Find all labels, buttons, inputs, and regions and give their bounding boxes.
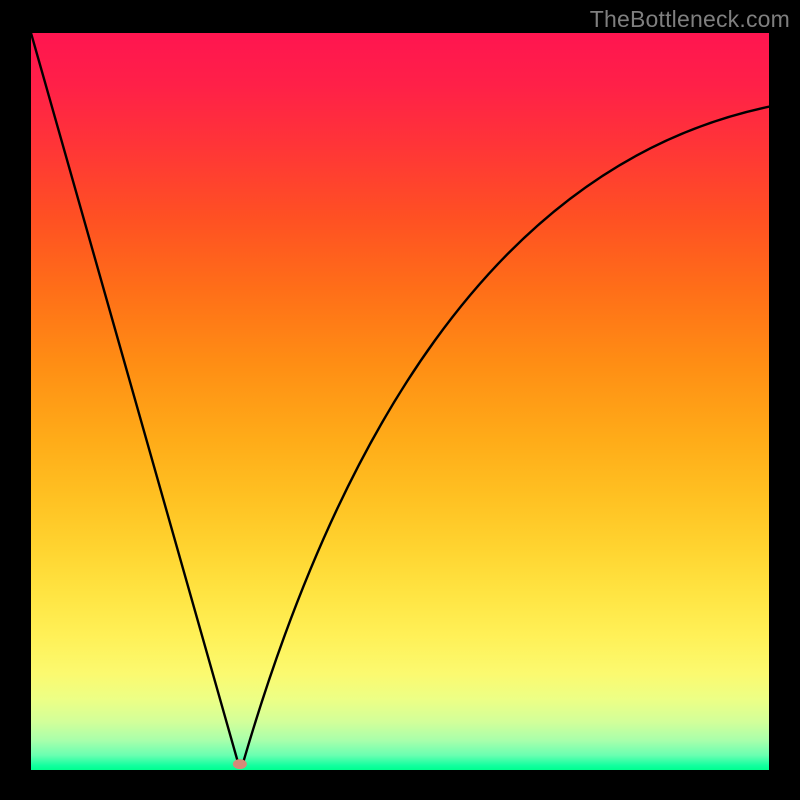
curve-right-branch (244, 107, 769, 761)
plot-area (31, 33, 769, 770)
chart-container: TheBottleneck.com (0, 0, 800, 800)
curve-left-branch (31, 33, 238, 761)
curve-layer (31, 33, 769, 770)
watermark-text: TheBottleneck.com (590, 6, 790, 33)
minimum-marker (233, 759, 247, 769)
